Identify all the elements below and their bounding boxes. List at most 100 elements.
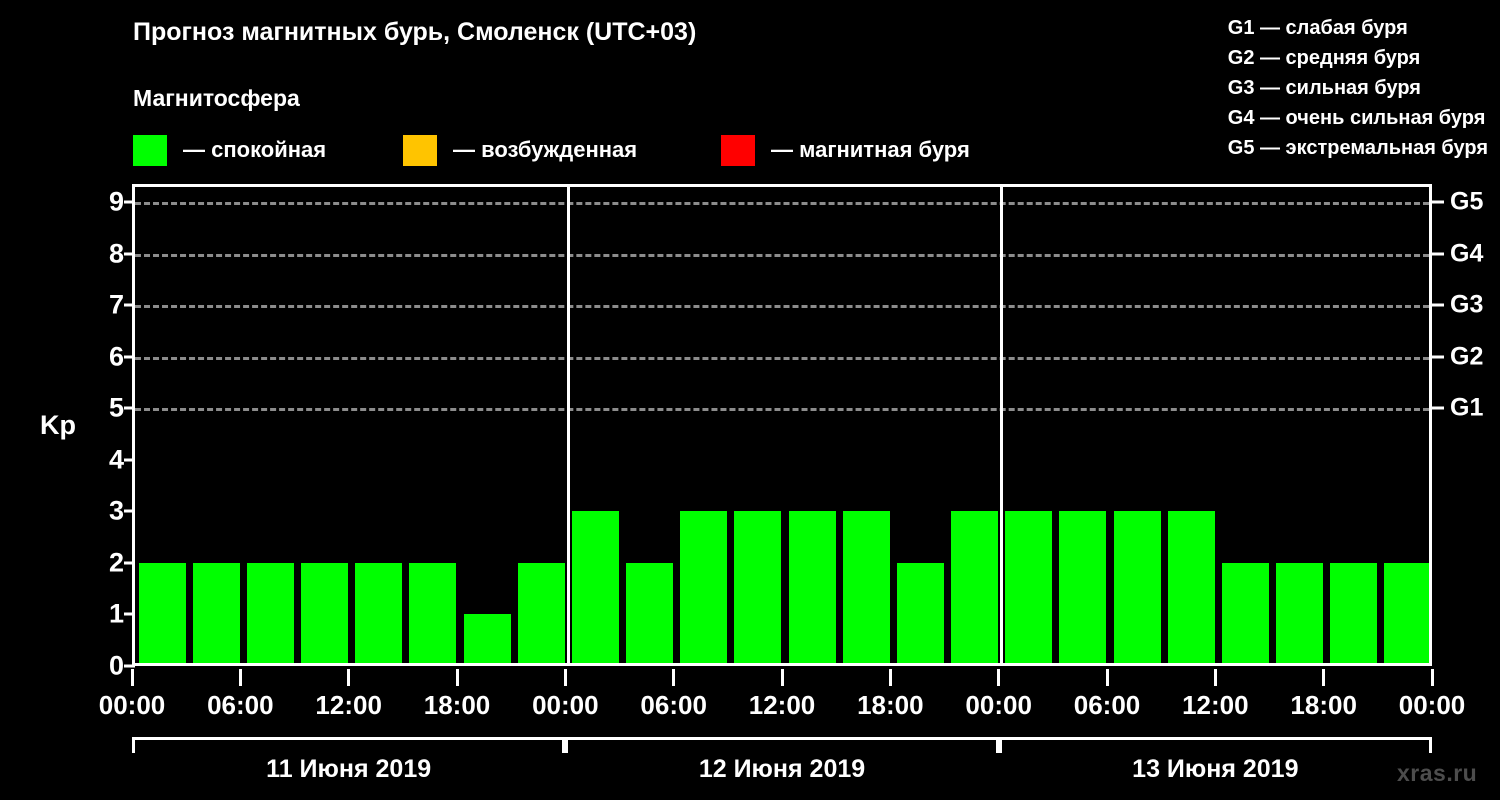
g-scale-line-4: G4 — очень сильная буря bbox=[1227, 107, 1486, 129]
y-tick-label-8: 8 bbox=[108, 238, 124, 269]
x-tick-label-7: 18:00 bbox=[857, 690, 924, 720]
date-label-2: 12 Июня 2019 bbox=[698, 755, 866, 783]
kp-bar bbox=[680, 511, 728, 663]
y-tick-mark-7 bbox=[124, 303, 135, 307]
x-tick-label-1: 06:00 bbox=[207, 690, 274, 720]
kp-bar bbox=[409, 562, 457, 663]
kp-bar bbox=[355, 562, 403, 663]
g-tick-label-G1: G1 bbox=[1450, 393, 1484, 422]
g-tick-label-G3: G3 bbox=[1450, 290, 1484, 319]
x-tick-mark-8 bbox=[997, 669, 1001, 686]
g-tick-label-G4: G4 bbox=[1450, 239, 1484, 268]
g-tick-mark-G1 bbox=[1432, 406, 1444, 410]
kp-bar bbox=[1221, 562, 1269, 663]
date-label-3: 13 Июня 2019 bbox=[1132, 755, 1299, 783]
y-tick-label-3: 3 bbox=[108, 495, 124, 526]
unsettled-swatch bbox=[403, 134, 437, 166]
x-tick-mark-11 bbox=[1322, 669, 1326, 686]
kp-bar bbox=[1384, 562, 1429, 663]
y-tick-mark-8 bbox=[124, 252, 135, 256]
y-tick-label-7: 7 bbox=[108, 289, 124, 320]
y-tick-label-5: 5 bbox=[108, 392, 124, 423]
x-tick-mark-4 bbox=[563, 669, 567, 686]
y-tick-label-9: 9 bbox=[108, 186, 124, 217]
kp-bar bbox=[246, 562, 294, 663]
date-bracket-3 bbox=[998, 737, 1432, 753]
kp-bar bbox=[1167, 511, 1215, 663]
gridline-kp-5 bbox=[135, 408, 1429, 412]
date-bracket-2 bbox=[565, 737, 999, 753]
x-tick-mark-3 bbox=[455, 669, 459, 686]
kp-bar bbox=[788, 511, 836, 663]
g-tick-mark-G4 bbox=[1432, 252, 1444, 256]
y-tick-label-1: 1 bbox=[108, 598, 124, 629]
gridline-kp-6 bbox=[135, 356, 1429, 360]
date-bracket-1 bbox=[132, 737, 566, 753]
g-scale-line-1: G1 — слабая буря bbox=[1227, 17, 1408, 39]
legend-item-label: — возбужденная bbox=[453, 137, 638, 162]
gridline-kp-8 bbox=[135, 253, 1429, 257]
legend-item-1: — возбужденная bbox=[403, 131, 637, 169]
kp-bar bbox=[896, 562, 944, 663]
day-separator-2 bbox=[1000, 187, 1004, 663]
x-tick-mark-10 bbox=[1213, 669, 1217, 686]
kp-bar bbox=[301, 562, 349, 663]
y-tick-mark-6 bbox=[124, 355, 135, 359]
g-scale-line-3: G3 — сильная буря bbox=[1227, 77, 1421, 99]
x-tick-label-4: 00:00 bbox=[532, 690, 599, 720]
gridline-kp-9 bbox=[135, 202, 1429, 206]
kp-bar bbox=[734, 511, 782, 663]
kp-bar bbox=[1005, 511, 1053, 663]
x-tick-mark-7 bbox=[888, 669, 892, 686]
x-tick-label-10: 12:00 bbox=[1182, 690, 1249, 720]
kp-bar bbox=[517, 562, 565, 663]
day-separator-1 bbox=[566, 187, 570, 663]
kp-bar bbox=[1059, 511, 1107, 663]
x-tick-label-8: 00:00 bbox=[965, 690, 1032, 720]
x-tick-mark-1 bbox=[238, 669, 242, 686]
y-tick-mark-3 bbox=[124, 509, 135, 513]
x-tick-label-11: 18:00 bbox=[1290, 690, 1357, 720]
y-tick-mark-1 bbox=[124, 612, 135, 616]
x-tick-label-9: 06:00 bbox=[1073, 690, 1141, 720]
calm-swatch bbox=[133, 134, 167, 166]
legend-item-label: — магнитная буря bbox=[771, 137, 970, 162]
x-tick-label-5: 06:00 bbox=[640, 690, 707, 720]
y-tick-mark-5 bbox=[124, 406, 135, 410]
kp-bar bbox=[1276, 562, 1324, 663]
y-tick-mark-2 bbox=[124, 561, 135, 565]
kp-bar bbox=[842, 511, 890, 663]
x-tick-mark-2 bbox=[347, 669, 351, 686]
x-tick-label-3: 18:00 bbox=[423, 690, 491, 720]
x-tick-label-6: 12:00 bbox=[748, 690, 816, 720]
storm-swatch bbox=[721, 134, 755, 166]
y-tick-mark-0 bbox=[124, 664, 135, 668]
kp-bar bbox=[192, 562, 240, 663]
x-tick-label-0: 00:00 bbox=[98, 690, 166, 720]
x-tick-mark-0 bbox=[130, 669, 134, 686]
g-scale-line-2: G2 — средняя буря bbox=[1227, 47, 1421, 69]
page-title: Прогноз магнитных бурь, Смоленск (UTC+03… bbox=[133, 18, 697, 46]
legend-item-2: — магнитная буря bbox=[721, 131, 970, 169]
gridline-kp-7 bbox=[135, 305, 1429, 309]
g-scale-line-5: G5 — экстремальная буря bbox=[1227, 137, 1488, 159]
g-tick-mark-G5 bbox=[1432, 200, 1444, 204]
y-tick-label-4: 4 bbox=[108, 444, 124, 475]
g-tick-mark-G2 bbox=[1432, 355, 1444, 359]
kp-bar bbox=[1330, 562, 1378, 663]
g-tick-mark-G3 bbox=[1432, 303, 1444, 307]
date-label-1: 11 Июня 2019 bbox=[266, 755, 432, 783]
kp-bar bbox=[626, 562, 674, 663]
y-tick-label-2: 2 bbox=[108, 547, 124, 578]
y-tick-label-0: 0 bbox=[108, 650, 124, 681]
kp-bar bbox=[463, 614, 511, 663]
y-tick-mark-9 bbox=[124, 200, 135, 204]
x-tick-mark-6 bbox=[780, 669, 784, 686]
magnetosphere-heading: Магнитосфера bbox=[133, 85, 300, 111]
kp-bar bbox=[571, 511, 619, 663]
watermark: xras.ru bbox=[1397, 760, 1478, 786]
y-tick-label-6: 6 bbox=[108, 341, 124, 372]
legend-item-0: — спокойная bbox=[133, 131, 326, 169]
plot-area bbox=[132, 184, 1432, 666]
